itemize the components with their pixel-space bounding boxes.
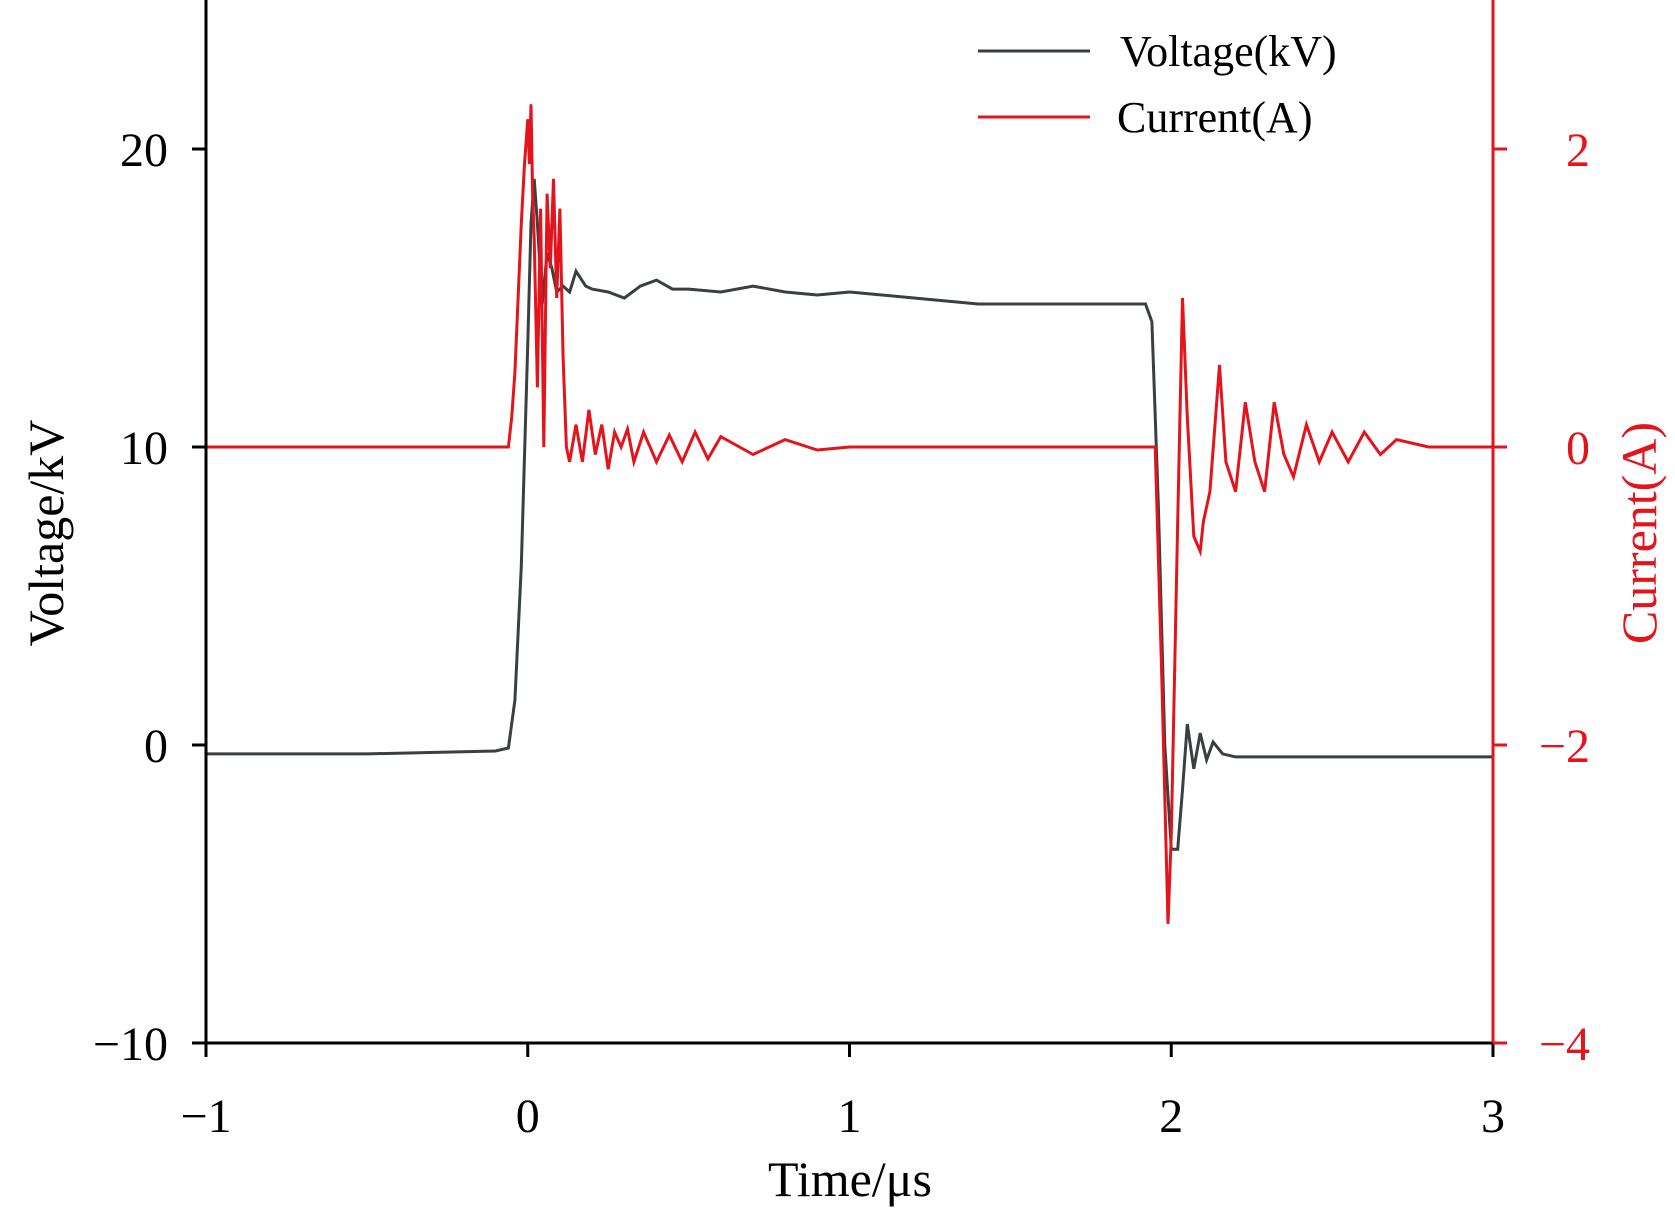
plot-area: [206, 104, 1493, 924]
x-tick-label: 1: [838, 1090, 862, 1143]
x-tick-label: 2: [1159, 1090, 1183, 1143]
legend-label-voltage: Voltage(kV): [1120, 27, 1337, 76]
x-axis-title: Time/μs: [768, 1151, 932, 1207]
series-line-voltage: [206, 178, 1493, 851]
x-tick-label: −1: [180, 1090, 231, 1143]
legend-label-current: Current(A): [1117, 93, 1313, 142]
y-right-tick-label: −2: [1539, 720, 1590, 773]
x-tick-label: 3: [1481, 1090, 1505, 1143]
y-right-tick-label: 0: [1566, 422, 1590, 475]
axes: [204, 0, 1495, 1045]
y-left-tick-label: −10: [93, 1018, 168, 1071]
y-left-tick-label: 10: [120, 422, 168, 475]
y-left-tick-label: 0: [144, 720, 168, 773]
y-axis-title-right: Current(A): [1611, 422, 1667, 644]
series-line-current: [206, 104, 1493, 924]
y-right-tick-label: 2: [1566, 124, 1590, 177]
y-left-tick-label: 20: [120, 124, 168, 177]
y-right-tick-label: −4: [1539, 1018, 1590, 1071]
legend: Voltage(kV) Current(A): [978, 27, 1337, 142]
y-axis-title-left: Voltage/kV: [18, 420, 74, 647]
x-tick-label: 0: [516, 1090, 540, 1143]
